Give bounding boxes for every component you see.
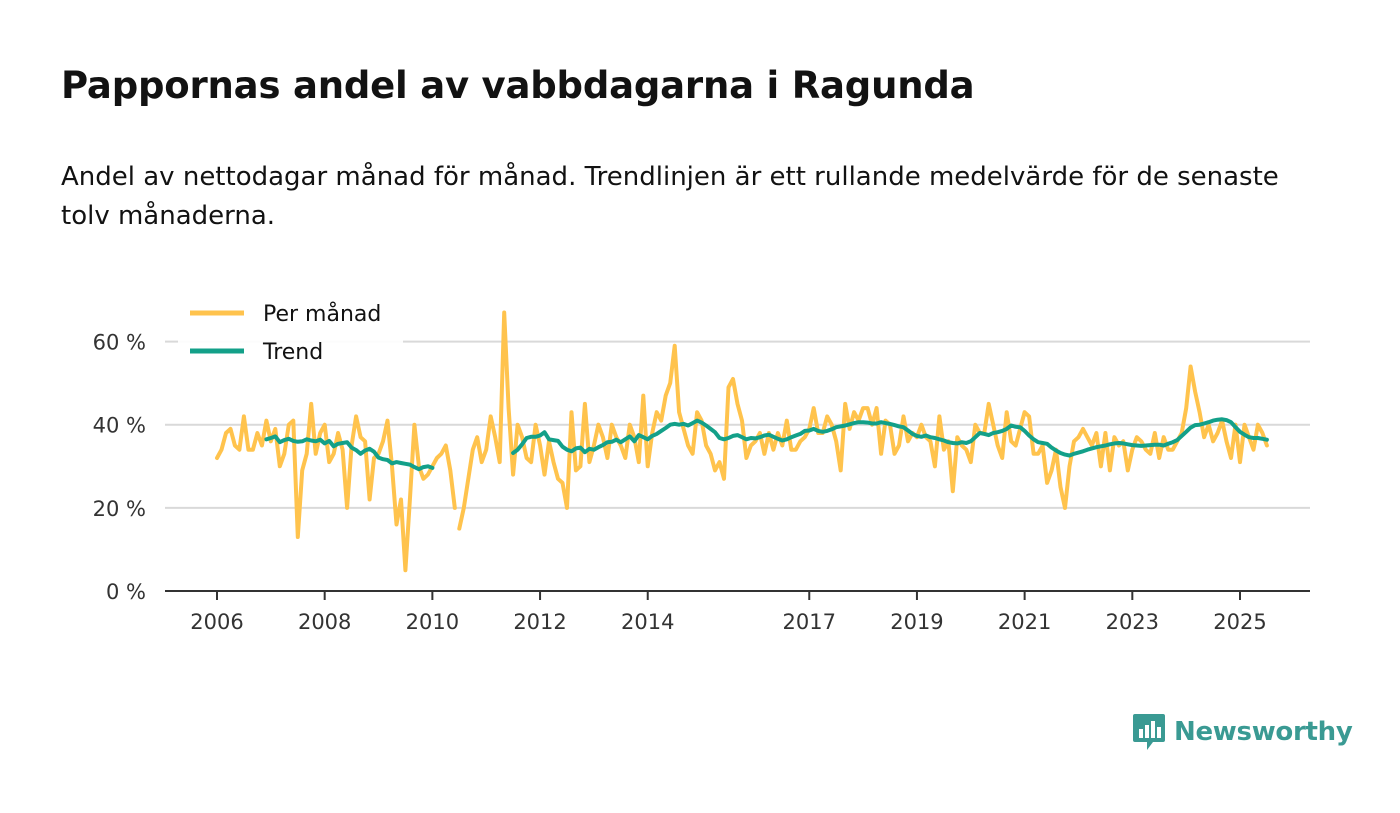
x-tick-label: 2006 [190, 610, 243, 634]
x-tick-label: 2021 [998, 610, 1051, 634]
monthly-series-line [215, 401, 457, 573]
chart-subtitle: Andel av nettodagar månad för månad. Tre… [61, 162, 1279, 231]
monthly-series-line [457, 310, 1269, 531]
newsworthy-logo-text: Newsworthy [1174, 717, 1353, 747]
y-tick-label: 40 % [93, 414, 146, 438]
x-tick-label: 2014 [621, 610, 674, 634]
legend-label: Per månad [263, 301, 381, 327]
trend-series-line [511, 417, 1269, 458]
x-tick-label: 2023 [1106, 610, 1159, 634]
x-tick-label: 2010 [406, 610, 459, 634]
x-tick-label: 2019 [890, 610, 943, 634]
legend-background [178, 296, 403, 374]
x-tick-label: 2017 [783, 610, 836, 634]
legend: Per månad Trend [178, 296, 403, 374]
x-tick-label: 2008 [298, 610, 351, 634]
y-tick-label: 20 % [93, 497, 146, 521]
chart-title: Pappornas andel av vabbdagarna i Ragunda [61, 64, 975, 107]
y-tick-label: 0 % [106, 580, 146, 604]
x-tick-label: 2012 [513, 610, 566, 634]
newsworthy-logo: Newsworthy [1132, 712, 1353, 752]
series-lines [215, 310, 1269, 573]
legend-label: Trend [262, 340, 323, 365]
y-tick-label: 60 % [93, 331, 146, 355]
x-tick-label: 2025 [1213, 610, 1266, 634]
newsworthy-logo-icon [1133, 714, 1165, 750]
axes: 0 % 20 % 40 % 60 % 2006 2008 2010 2012 2014 2017 2… [93, 331, 1310, 634]
trend-series-line [264, 434, 435, 472]
